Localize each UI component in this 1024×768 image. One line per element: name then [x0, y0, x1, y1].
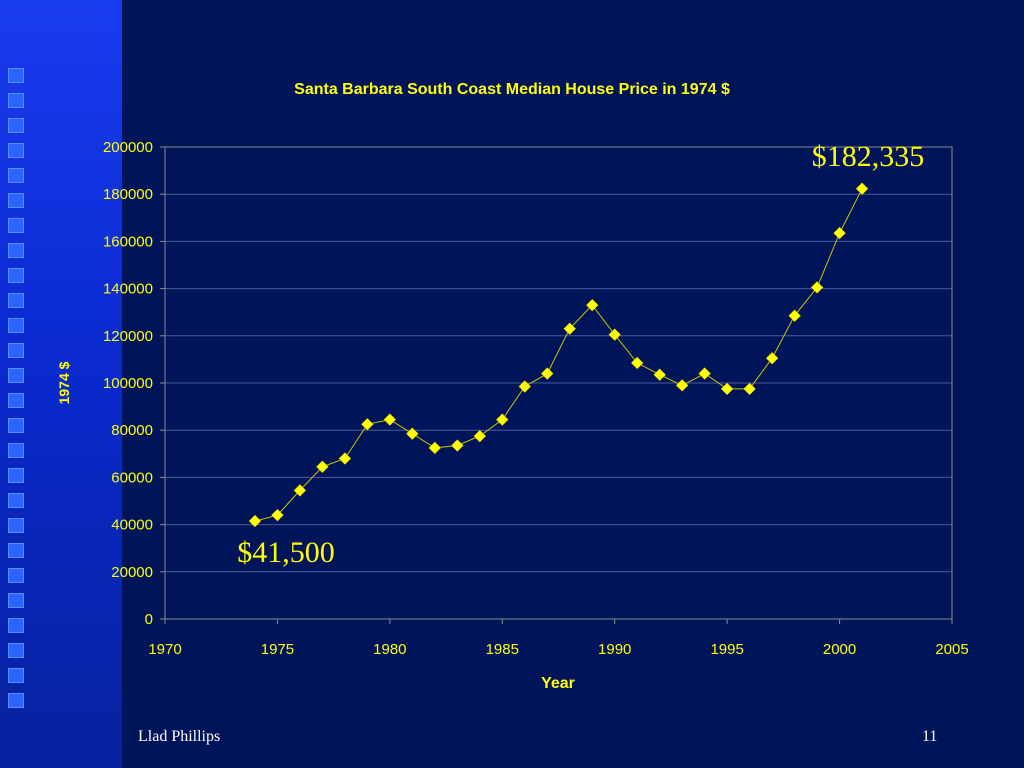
- x-axis-ticks: 1970 1975 1980 1985 1990 1995 2000 2005: [148, 619, 969, 658]
- data-point: [450, 439, 464, 452]
- y-tick-label: 60000: [111, 469, 153, 486]
- data-point: [608, 328, 622, 341]
- x-tick-label: 1970: [148, 641, 181, 658]
- data-point: [495, 413, 509, 426]
- y-tick-label: 80000: [111, 422, 153, 439]
- x-tick-label: 1985: [486, 641, 519, 658]
- data-point: [473, 429, 487, 443]
- x-tick-label: 2005: [935, 641, 968, 658]
- data-point: [316, 460, 329, 474]
- x-tick-label: 2000: [823, 641, 856, 658]
- data-point: [765, 351, 779, 365]
- footer-page-number: 11: [922, 728, 938, 745]
- data-point: [833, 226, 846, 240]
- data-point: [698, 367, 712, 380]
- decorative-squares: [8, 68, 24, 708]
- x-axis-label: Year: [541, 675, 575, 692]
- x-tick-label: 1990: [598, 641, 631, 658]
- y-tick-label: 140000: [103, 281, 153, 298]
- data-point: [383, 413, 397, 426]
- data-point: [518, 380, 532, 393]
- data-point: [585, 298, 599, 312]
- slide-sidebar: [0, 0, 122, 768]
- y-tick-label: 120000: [103, 328, 153, 345]
- y-axis-ticks: 0 20000 40000 60000 80000 100000 120000 140000 1…: [103, 139, 165, 628]
- data-point: [810, 281, 824, 294]
- x-tick-label: 1995: [710, 641, 743, 658]
- annotation-label: $182,335: [812, 140, 925, 173]
- y-tick-label: 180000: [103, 186, 153, 203]
- annotation-label: $41,500: [237, 536, 335, 569]
- data-point: [788, 309, 801, 323]
- grid-lines: [165, 193, 952, 573]
- data-point: [338, 452, 352, 465]
- annotations: $182,335 $41,500: [237, 140, 924, 569]
- series-markers: [248, 182, 869, 528]
- data-point: [361, 417, 374, 431]
- y-tick-label: 160000: [103, 233, 153, 250]
- y-tick-label: 200000: [103, 139, 153, 156]
- y-tick-label: 40000: [111, 517, 153, 534]
- footer-author: Llad Phillips: [138, 728, 221, 745]
- chart-title: Santa Barbara South Coast Median House P…: [294, 81, 730, 98]
- data-point: [653, 368, 667, 382]
- data-point: [743, 382, 756, 396]
- data-point: [248, 514, 262, 528]
- y-tick-label: 20000: [111, 564, 153, 581]
- series-line: [254, 188, 863, 522]
- data-point: [540, 367, 554, 380]
- data-point: [675, 379, 689, 392]
- x-tick-label: 1975: [261, 641, 294, 658]
- y-tick-label: 0: [145, 611, 153, 628]
- data-point: [563, 322, 577, 336]
- data-point: [271, 508, 284, 522]
- data-point: [630, 356, 644, 370]
- data-point: [428, 441, 442, 455]
- x-tick-label: 1980: [373, 641, 406, 658]
- data-point: [855, 182, 869, 196]
- y-axis-label: 1974 $: [56, 361, 72, 404]
- y-tick-label: 100000: [103, 375, 153, 392]
- data-point: [720, 382, 734, 396]
- data-point: [293, 484, 307, 497]
- data-point: [405, 427, 419, 441]
